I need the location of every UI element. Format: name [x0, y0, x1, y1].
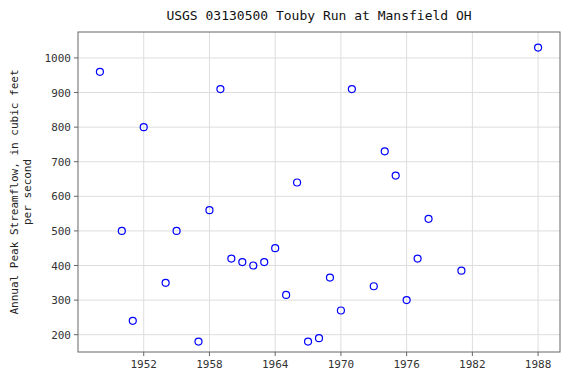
x-tick-label: 1952 — [130, 358, 157, 371]
y-tick-label: 1000 — [45, 52, 72, 65]
point — [206, 207, 213, 214]
x-tick — [143, 352, 144, 356]
point — [337, 307, 344, 314]
grid — [78, 32, 560, 352]
y-tick-label: 200 — [51, 329, 71, 342]
x-grid-line — [209, 32, 210, 352]
y-grid-line — [78, 230, 560, 231]
point — [162, 279, 169, 286]
x-tick-label: 1958 — [196, 358, 223, 371]
x-tick — [406, 352, 407, 356]
background — [0, 0, 576, 384]
x-tick-label: 1988 — [525, 358, 552, 371]
y-tick-label: 400 — [51, 260, 71, 273]
chart: 1952 1958 1964 1970 1976 1982 1988 200 300 400 500… — [0, 0, 576, 384]
point — [316, 335, 323, 342]
x-tick — [538, 352, 539, 356]
y-tick — [74, 127, 78, 128]
y-axis-label-line: Annual Peak Streamflow, in cubic feet — [8, 69, 21, 314]
point — [228, 255, 235, 262]
y-tick-label: 800 — [51, 121, 71, 134]
point — [250, 262, 257, 269]
point — [535, 44, 542, 51]
x-tick-label: 1976 — [393, 358, 420, 371]
plot-frame — [78, 32, 560, 352]
point — [294, 179, 301, 186]
y-axis-label: Annual Peak Streamflow, in cubic feetper… — [8, 69, 34, 314]
points — [96, 44, 541, 345]
x-tick-label: 1982 — [459, 358, 486, 371]
y-tick-label: 500 — [51, 225, 71, 238]
y-tick — [74, 300, 78, 301]
y-grid-line — [78, 127, 560, 128]
x-tick-label: 1970 — [328, 358, 355, 371]
x-tick — [275, 352, 276, 356]
axes: 1952 1958 1964 1970 1976 1982 1988 200 300 400 500… — [45, 32, 561, 371]
y-axis-label-line: per second — [21, 159, 34, 225]
x-grid-line — [143, 32, 144, 352]
point — [370, 283, 377, 290]
y-tick — [74, 196, 78, 197]
x-grid-line — [538, 32, 539, 352]
point — [118, 227, 125, 234]
point — [173, 227, 180, 234]
point — [392, 172, 399, 179]
point — [326, 274, 333, 281]
point — [458, 267, 465, 274]
x-tick — [209, 352, 210, 356]
y-tick — [74, 92, 78, 93]
x-tick — [340, 352, 341, 356]
y-tick — [74, 161, 78, 162]
point — [140, 124, 147, 131]
y-tick — [74, 265, 78, 266]
x-tick — [472, 352, 473, 356]
point — [239, 259, 246, 266]
point — [195, 338, 202, 345]
x-grid-line — [472, 32, 473, 352]
x-tick-label: 1964 — [262, 358, 289, 371]
y-grid-line — [78, 161, 560, 162]
y-grid-line — [78, 57, 560, 58]
y-tick — [74, 230, 78, 231]
title: USGS 03130500 Touby Run at Mansfield OH — [166, 8, 471, 23]
point — [283, 291, 290, 298]
point — [305, 338, 312, 345]
y-tick-label: 900 — [51, 87, 71, 100]
y-tick-label: 300 — [51, 294, 71, 307]
point — [261, 259, 268, 266]
point — [217, 86, 224, 93]
x-grid-line — [340, 32, 341, 352]
y-grid-line — [78, 300, 560, 301]
point — [381, 148, 388, 155]
point — [348, 86, 355, 93]
point — [272, 245, 279, 252]
point — [403, 297, 410, 304]
y-grid-line — [78, 196, 560, 197]
y-tick — [74, 334, 78, 335]
point — [96, 68, 103, 75]
y-grid-line — [78, 92, 560, 93]
y-grid-line — [78, 265, 560, 266]
y-tick — [74, 57, 78, 58]
y-tick-label: 600 — [51, 190, 71, 203]
point — [425, 215, 432, 222]
point — [414, 255, 421, 262]
x-grid-line — [275, 32, 276, 352]
point — [129, 317, 136, 324]
y-tick-label: 700 — [51, 156, 71, 169]
